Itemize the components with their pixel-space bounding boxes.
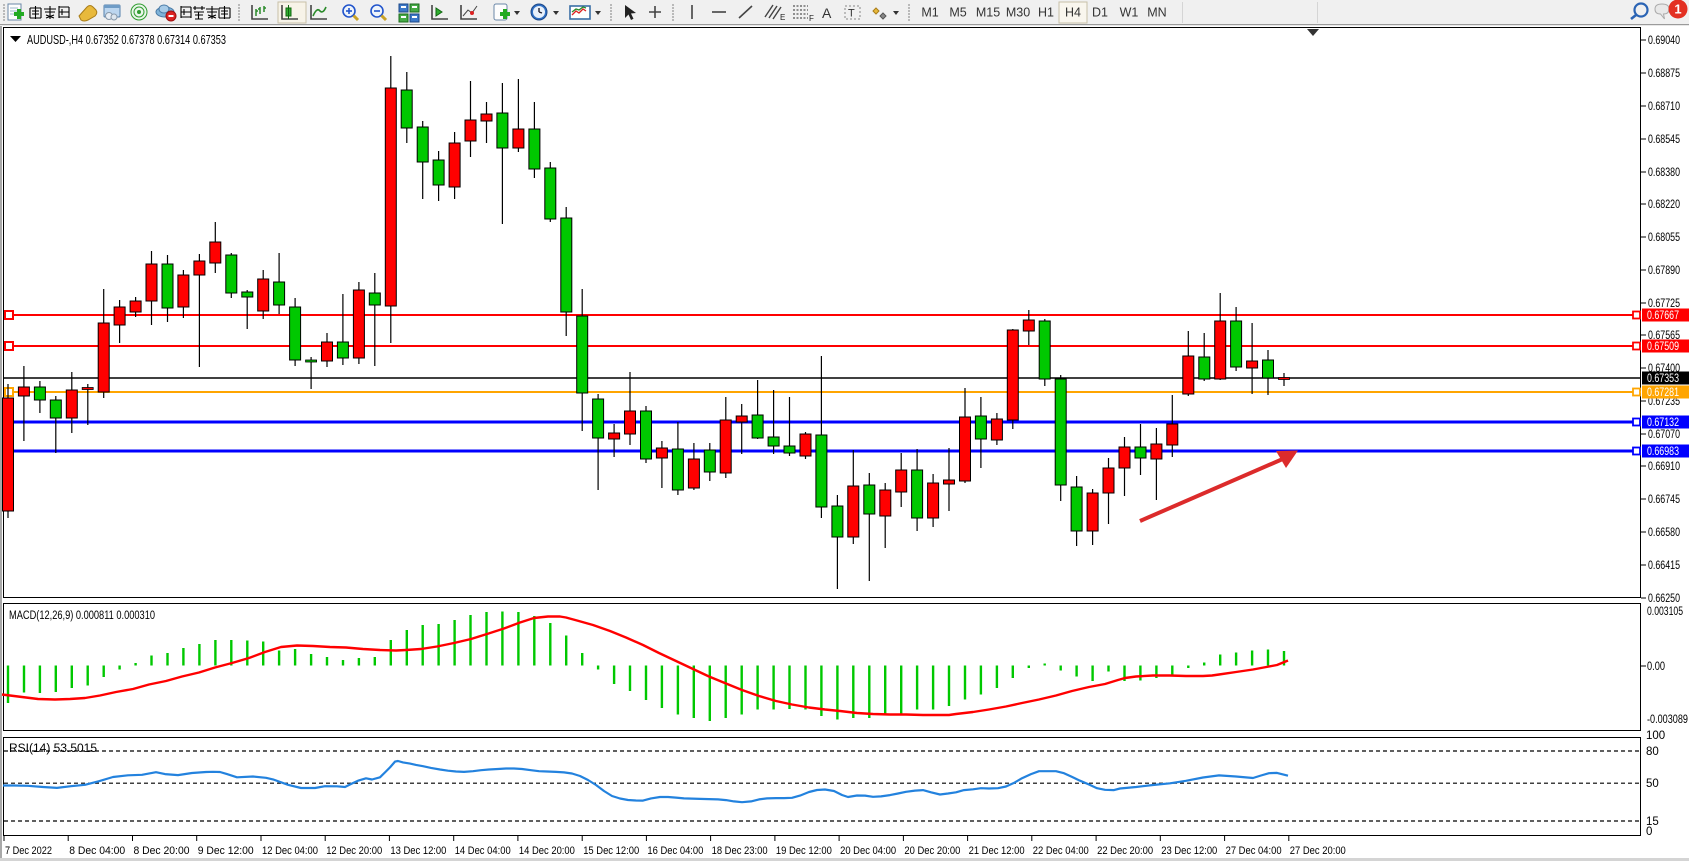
svg-text:0.67509: 0.67509 (1647, 341, 1679, 353)
svg-text:0.68545: 0.68545 (1648, 134, 1680, 146)
svg-text:0.67890: 0.67890 (1648, 265, 1680, 277)
svg-text:8 Dec 04:00: 8 Dec 04:00 (69, 845, 125, 857)
svg-text:100: 100 (1646, 730, 1665, 742)
svg-text:27 Dec 04:00: 27 Dec 04:00 (1226, 845, 1282, 857)
svg-text:1: 1 (1674, 2, 1681, 17)
svg-text:80: 80 (1646, 746, 1659, 758)
svg-text:A: A (822, 5, 832, 21)
svg-text:M5: M5 (949, 6, 966, 20)
svg-text:8 Dec 20:00: 8 Dec 20:00 (134, 845, 190, 857)
svg-text:0.67725: 0.67725 (1648, 298, 1680, 310)
svg-text:0.66580: 0.66580 (1648, 527, 1680, 539)
svg-text:H1: H1 (1038, 6, 1054, 20)
svg-text:0.003105: 0.003105 (1647, 606, 1683, 618)
svg-text:RSI(14) 53.5015: RSI(14) 53.5015 (9, 743, 97, 755)
svg-text:H4: H4 (1065, 6, 1081, 20)
svg-text:19 Dec 12:00: 19 Dec 12:00 (776, 845, 832, 857)
svg-text:0.67565: 0.67565 (1648, 330, 1680, 342)
svg-text:0.66983: 0.66983 (1647, 446, 1679, 458)
svg-text:0: 0 (1646, 826, 1652, 838)
svg-text:13 Dec 12:00: 13 Dec 12:00 (390, 845, 446, 857)
svg-text:0.68055: 0.68055 (1648, 232, 1680, 244)
svg-text:0.68875: 0.68875 (1648, 68, 1680, 80)
svg-text:0.66250: 0.66250 (1648, 593, 1680, 605)
svg-text:E: E (780, 13, 785, 22)
svg-text:14 Dec 04:00: 14 Dec 04:00 (455, 845, 511, 857)
svg-text:0.68710: 0.68710 (1648, 101, 1680, 113)
svg-text:F: F (809, 14, 814, 23)
svg-text:0.66745: 0.66745 (1648, 494, 1680, 506)
svg-text:0.67070: 0.67070 (1648, 429, 1680, 441)
svg-text:27 Dec 20:00: 27 Dec 20:00 (1290, 845, 1346, 857)
svg-text:0.68380: 0.68380 (1648, 167, 1680, 179)
svg-text:M1: M1 (921, 6, 938, 20)
svg-text:0.67235: 0.67235 (1648, 396, 1680, 408)
svg-text:0.67353: 0.67353 (1647, 373, 1679, 385)
svg-text:9 Dec 12:00: 9 Dec 12:00 (198, 845, 254, 857)
svg-text:0.68220: 0.68220 (1648, 199, 1680, 211)
svg-text:20 Dec 04:00: 20 Dec 04:00 (840, 845, 896, 857)
svg-text:0.67667: 0.67667 (1647, 310, 1679, 322)
svg-text:AUDUSD-,H4 0.67352 0.67378 0.: AUDUSD-,H4 0.67352 0.67378 0.67314 0.673… (27, 33, 226, 47)
svg-text:23 Dec 12:00: 23 Dec 12:00 (1161, 845, 1217, 857)
svg-text:22 Dec 20:00: 22 Dec 20:00 (1097, 845, 1153, 857)
svg-text:15 Dec 12:00: 15 Dec 12:00 (583, 845, 639, 857)
svg-text:14 Dec 20:00: 14 Dec 20:00 (519, 845, 575, 857)
svg-text:16 Dec 04:00: 16 Dec 04:00 (647, 845, 703, 857)
svg-text:MN: MN (1147, 6, 1166, 20)
svg-text:12 Dec 20:00: 12 Dec 20:00 (326, 845, 382, 857)
svg-text:20 Dec 20:00: 20 Dec 20:00 (904, 845, 960, 857)
svg-text:21 Dec 12:00: 21 Dec 12:00 (969, 845, 1025, 857)
svg-text:-0.003089: -0.003089 (1647, 714, 1688, 726)
svg-text:D1: D1 (1092, 6, 1108, 20)
svg-text:T: T (848, 8, 855, 20)
svg-text:0.67132: 0.67132 (1647, 417, 1679, 429)
svg-text:M15: M15 (976, 6, 1000, 20)
svg-text:M30: M30 (1006, 6, 1030, 20)
svg-text:0.67281: 0.67281 (1647, 387, 1679, 399)
svg-text:0.00: 0.00 (1647, 661, 1665, 673)
svg-text:22 Dec 04:00: 22 Dec 04:00 (1033, 845, 1089, 857)
svg-text:0.66415: 0.66415 (1648, 560, 1680, 572)
svg-text:MACD(12,26,9) 0.000811 0.00031: MACD(12,26,9) 0.000811 0.000310 (9, 610, 155, 622)
svg-text:50: 50 (1646, 778, 1659, 790)
svg-text:7 Dec 2022: 7 Dec 2022 (5, 845, 52, 857)
svg-text:0.69040: 0.69040 (1648, 35, 1680, 47)
svg-text:18 Dec 23:00: 18 Dec 23:00 (712, 845, 768, 857)
svg-text:0.66910: 0.66910 (1648, 461, 1680, 473)
svg-text:W1: W1 (1120, 6, 1139, 20)
svg-text:15: 15 (1646, 816, 1659, 828)
svg-text:12 Dec 04:00: 12 Dec 04:00 (262, 845, 318, 857)
